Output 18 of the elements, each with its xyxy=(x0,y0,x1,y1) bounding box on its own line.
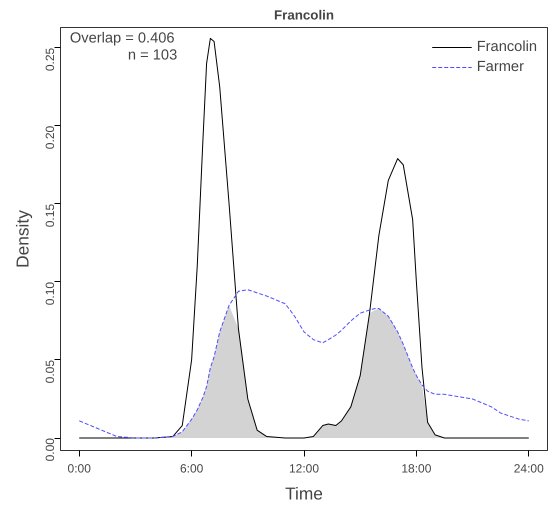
legend-label: Francolin xyxy=(476,39,537,55)
y-tick-label: 0.15 xyxy=(43,204,57,228)
x-tick-label: 12:00 xyxy=(288,462,320,476)
y-tick-label: 0.00 xyxy=(43,438,57,462)
x-tick-label: 24:00 xyxy=(514,462,544,476)
chart-title: Francolin xyxy=(274,8,334,22)
x-tick-label: 0:00 xyxy=(68,462,92,476)
x-tick-label: 6:00 xyxy=(180,462,204,476)
y-tick-label: 0.05 xyxy=(43,360,57,384)
x-tick-label: 18:00 xyxy=(401,462,432,476)
x-axis-title: Time xyxy=(285,484,323,504)
y-tick-label: 0.25 xyxy=(43,47,57,72)
annotation: n = 103 xyxy=(128,48,178,64)
annotation: Overlap = 0.406 xyxy=(70,30,175,46)
legend-label: Farmer xyxy=(476,59,524,75)
y-axis-title: Density xyxy=(12,210,32,268)
y-tick-label: 0.20 xyxy=(43,126,57,150)
y-tick-label: 0.10 xyxy=(43,282,57,306)
